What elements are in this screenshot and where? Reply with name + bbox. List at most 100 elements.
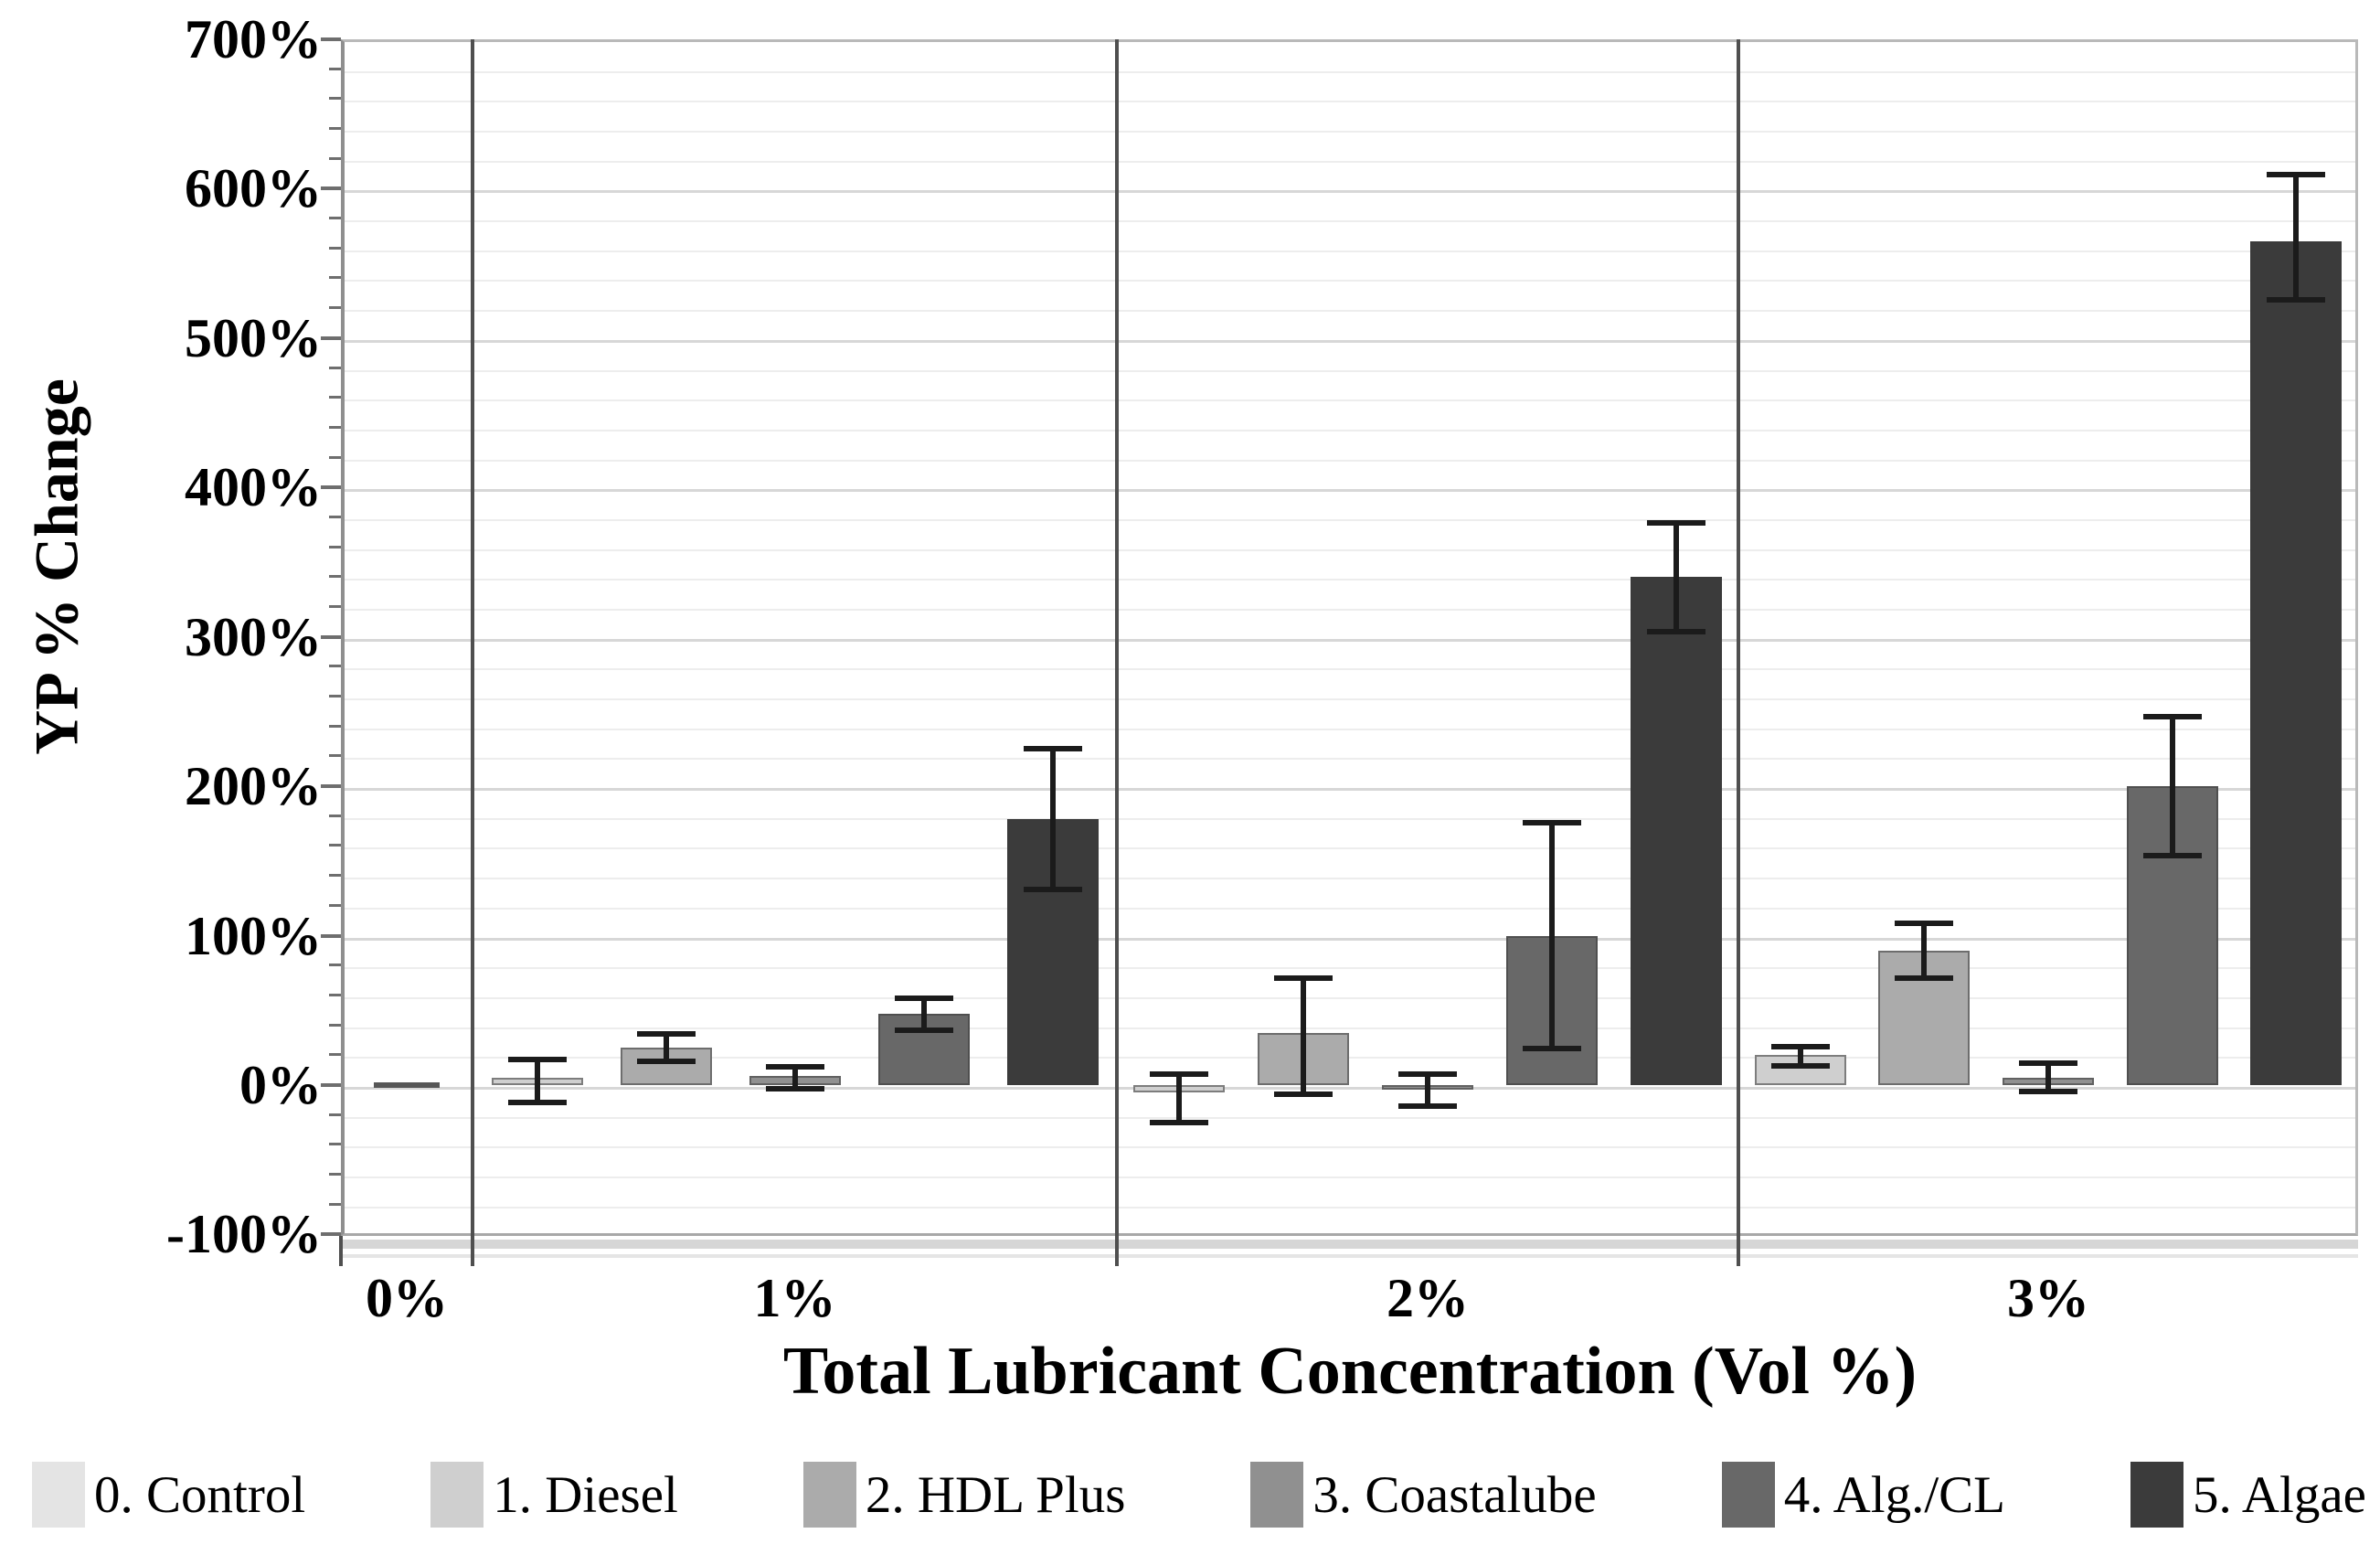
error-bar-coastalube-3pct [2045,1062,2051,1093]
error-cap-top-alg-cl-3pct [2142,714,2202,720]
y-major-tick--100 [321,1232,341,1237]
y-minor-tick-420 [329,455,341,459]
minor-gridline-560 [345,250,2355,252]
legend-label-hdl-plus: 2. HDL Plus [865,1465,1126,1524]
y-major-tick-400 [321,485,341,490]
minor-gridline--40 [345,1146,2355,1149]
x-axis-title: Total Lubricant Concentration (Vol %) [782,1334,1918,1409]
y-minor-tick-120 [329,903,341,907]
y-minor-tick-340 [329,575,341,579]
legend-label-control: 0. Control [94,1465,306,1524]
x-tick-label-3pct: 3% [2007,1268,2089,1328]
minor-gridline-240 [345,728,2355,730]
bar-algae-2pct [1631,577,1722,1085]
error-cap-bottom-hdl-plus-3pct [1895,974,1954,981]
error-bar-algae-3pct [2293,174,2300,301]
y-tick-label-500: 500% [185,307,322,368]
error-bar-coastalube-2pct [1425,1072,1430,1108]
y-minor-tick-660 [329,97,341,101]
y-major-tick-500 [321,335,341,340]
error-cap-bottom-algae-1pct [1023,887,1082,893]
error-cap-top-algae-3pct [2267,172,2326,178]
y-minor-tick-280 [329,665,341,668]
y-minor-tick--20 [329,1113,341,1116]
major-gridline-600 [345,190,2355,194]
error-bar-hdl-plus-3pct [1921,921,1928,979]
error-cap-top-diesel-3pct [1770,1044,1830,1050]
y-minor-tick-80 [329,964,341,967]
x-axis-group-tick-3 [1737,1236,1740,1266]
legend-swatch-alg-cl [1721,1462,1775,1528]
y-minor-tick-520 [329,306,341,310]
y-minor-tick-140 [329,874,341,878]
minor-gridline-520 [345,310,2355,313]
error-cap-bottom-coastalube-1pct [765,1085,824,1091]
error-cap-top-algae-2pct [1647,519,1705,526]
error-bar-algae-2pct [1673,521,1679,633]
y-tick-label-700: 700% [185,9,322,69]
legend-swatch-coastalube [1250,1462,1304,1528]
minor-gridline--20 [345,1116,2355,1119]
legend-item-control: 0. Control [32,1462,305,1528]
major-gridline-100 [345,937,2355,941]
error-cap-bottom-diesel-3pct [1770,1063,1830,1070]
y-tick-label-600: 600% [185,158,322,219]
y-minor-tick-160 [329,844,341,847]
y-minor-tick--60 [329,1172,341,1176]
y-minor-tick-40 [329,1023,341,1027]
y-minor-tick--40 [329,1143,341,1146]
y-axis-title: YP % Change [21,378,91,755]
y-major-tick-600 [321,186,341,191]
minor-gridline-440 [345,429,2355,431]
group-separator-2 [1115,39,1119,1266]
major-gridline-200 [345,788,2355,792]
error-cap-bottom-hdl-plus-1pct [636,1059,696,1065]
minor-gridline-460 [345,399,2355,402]
major-gridline-0 [345,1086,2355,1090]
minor-gridline-260 [345,698,2355,701]
minor-gridline-40 [345,1027,2355,1029]
legend-item-diesel: 1. Diesel [430,1462,678,1528]
error-bar-alg-cl-3pct [2169,716,2175,857]
y-minor-tick-440 [329,425,341,429]
legend-swatch-diesel [430,1462,484,1528]
y-minor-tick-680 [329,67,341,70]
y-major-tick-300 [321,634,341,639]
y-minor-tick-540 [329,276,341,280]
x-axis-group-tick-0 [339,1236,343,1266]
x-axis-band-shadow [341,1254,2358,1258]
legend-swatch-hdl-plus [802,1462,856,1528]
y-tick-label-400: 400% [185,457,322,518]
y-tick-label--100: -100% [166,1204,322,1265]
error-cap-bottom-coastalube-2pct [1398,1103,1457,1110]
x-tick-label-0pct: 0% [366,1268,448,1328]
error-cap-top-hdl-plus-3pct [1895,920,1954,926]
error-bar-alg-cl-1pct [920,996,927,1032]
error-cap-bottom-alg-cl-1pct [894,1028,953,1034]
y-minor-tick-20 [329,1053,341,1057]
minor-gridline-180 [345,817,2355,820]
y-minor-tick-560 [329,246,341,250]
legend-swatch-algae [2130,1462,2184,1528]
error-cap-top-algae-1pct [1023,745,1082,751]
x-axis-group-tick-1 [471,1236,474,1266]
error-cap-top-hdl-plus-1pct [636,1030,696,1037]
major-gridline-500 [345,339,2355,343]
minor-gridline-320 [345,608,2355,611]
legend-swatch-control [32,1462,85,1528]
y-major-tick-100 [321,933,341,938]
major-gridline-300 [345,638,2355,642]
y-minor-tick-460 [329,396,341,399]
legend-label-algae: 5. Algae [2193,1465,2366,1524]
error-cap-top-diesel-1pct [507,1056,567,1062]
minor-gridline-340 [345,579,2355,581]
error-cap-bottom-diesel-1pct [507,1099,567,1105]
plot-area [341,39,2358,1236]
minor-gridline-380 [345,518,2355,521]
minor-gridline-120 [345,907,2355,910]
major-gridline-400 [345,489,2355,493]
legend-label-coastalube: 3. Coastalube [1312,1465,1597,1524]
minor-gridline-480 [345,369,2355,372]
minor-gridline-660 [345,101,2355,103]
